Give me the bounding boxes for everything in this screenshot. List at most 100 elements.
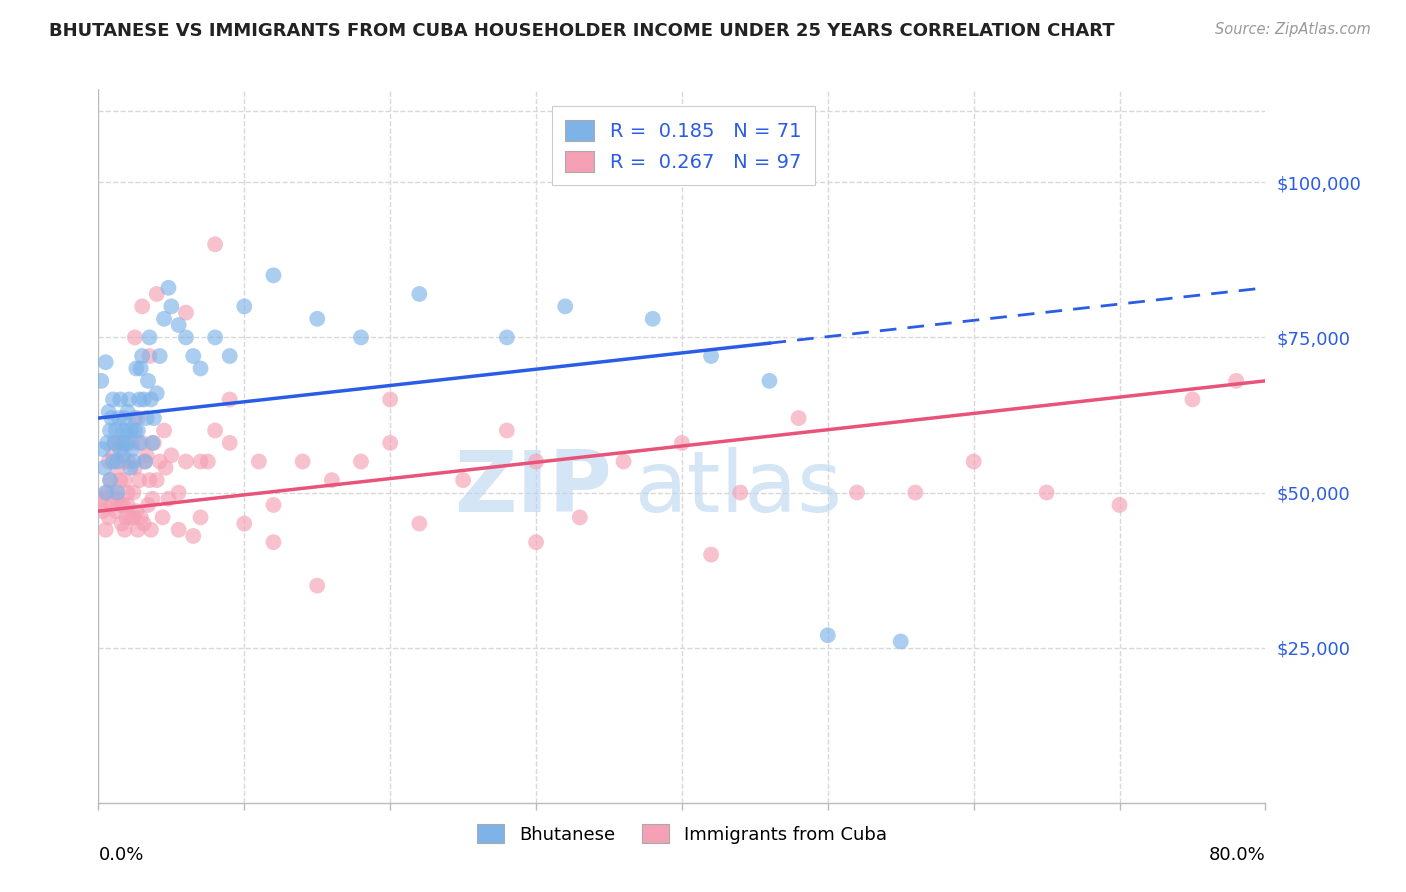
- Point: [94, 523, 117, 537]
- Point: [262, 268, 284, 283]
- Text: ZIP: ZIP: [454, 447, 612, 531]
- Point: [524, 454, 547, 468]
- Point: [103, 436, 125, 450]
- Point: [846, 485, 869, 500]
- Point: [174, 305, 197, 319]
- Point: [160, 448, 183, 462]
- Point: [141, 436, 163, 450]
- Point: [132, 392, 155, 407]
- Point: [153, 424, 176, 438]
- Point: [122, 485, 145, 500]
- Point: [155, 460, 177, 475]
- Point: [136, 374, 159, 388]
- Point: [111, 516, 134, 531]
- Point: [641, 311, 664, 326]
- Point: [114, 473, 136, 487]
- Point: [128, 473, 150, 487]
- Point: [142, 411, 165, 425]
- Point: [408, 516, 430, 531]
- Point: [110, 442, 132, 456]
- Point: [112, 424, 135, 438]
- Point: [181, 529, 204, 543]
- Point: [157, 491, 180, 506]
- Point: [204, 330, 226, 344]
- Point: [167, 523, 190, 537]
- Point: [190, 510, 212, 524]
- Point: [138, 330, 160, 344]
- Point: [110, 498, 132, 512]
- Point: [97, 510, 120, 524]
- Text: 80.0%: 80.0%: [1209, 846, 1265, 863]
- Point: [101, 448, 124, 462]
- Point: [115, 510, 138, 524]
- Point: [190, 361, 212, 376]
- Point: [149, 349, 172, 363]
- Point: [131, 349, 153, 363]
- Point: [1035, 485, 1057, 500]
- Point: [100, 498, 122, 512]
- Point: [321, 473, 343, 487]
- Point: [117, 498, 139, 512]
- Point: [1225, 374, 1247, 388]
- Point: [218, 436, 240, 450]
- Point: [142, 436, 165, 450]
- Point: [554, 299, 576, 313]
- Point: [112, 448, 135, 462]
- Point: [233, 299, 256, 313]
- Point: [612, 454, 634, 468]
- Point: [204, 237, 226, 252]
- Point: [408, 287, 430, 301]
- Point: [496, 424, 519, 438]
- Point: [112, 454, 135, 468]
- Point: [121, 436, 143, 450]
- Point: [132, 516, 155, 531]
- Point: [131, 299, 153, 313]
- Point: [124, 411, 146, 425]
- Point: [1108, 498, 1130, 512]
- Point: [114, 411, 136, 425]
- Point: [101, 392, 124, 407]
- Point: [204, 424, 226, 438]
- Point: [146, 287, 169, 301]
- Point: [167, 485, 190, 500]
- Point: [181, 349, 204, 363]
- Point: [125, 361, 148, 376]
- Point: [105, 485, 128, 500]
- Point: [380, 436, 402, 450]
- Point: [100, 411, 122, 425]
- Point: [141, 491, 163, 506]
- Point: [98, 424, 121, 438]
- Point: [129, 510, 152, 524]
- Point: [524, 535, 547, 549]
- Point: [122, 454, 145, 468]
- Point: [262, 535, 284, 549]
- Point: [122, 510, 145, 524]
- Point: [135, 411, 157, 425]
- Point: [114, 436, 136, 450]
- Point: [291, 454, 314, 468]
- Point: [146, 473, 169, 487]
- Point: [218, 392, 240, 407]
- Point: [190, 454, 212, 468]
- Point: [111, 436, 134, 450]
- Point: [135, 448, 157, 462]
- Point: [233, 516, 256, 531]
- Point: [103, 436, 125, 450]
- Text: Source: ZipAtlas.com: Source: ZipAtlas.com: [1215, 22, 1371, 37]
- Point: [96, 485, 118, 500]
- Point: [121, 442, 143, 456]
- Point: [218, 349, 240, 363]
- Point: [890, 634, 912, 648]
- Point: [125, 504, 148, 518]
- Point: [138, 349, 160, 363]
- Point: [94, 355, 117, 369]
- Point: [104, 424, 127, 438]
- Point: [94, 485, 117, 500]
- Point: [153, 311, 176, 326]
- Point: [90, 491, 112, 506]
- Point: [380, 392, 402, 407]
- Point: [730, 485, 752, 500]
- Point: [91, 504, 114, 518]
- Point: [124, 424, 146, 438]
- Point: [97, 454, 120, 468]
